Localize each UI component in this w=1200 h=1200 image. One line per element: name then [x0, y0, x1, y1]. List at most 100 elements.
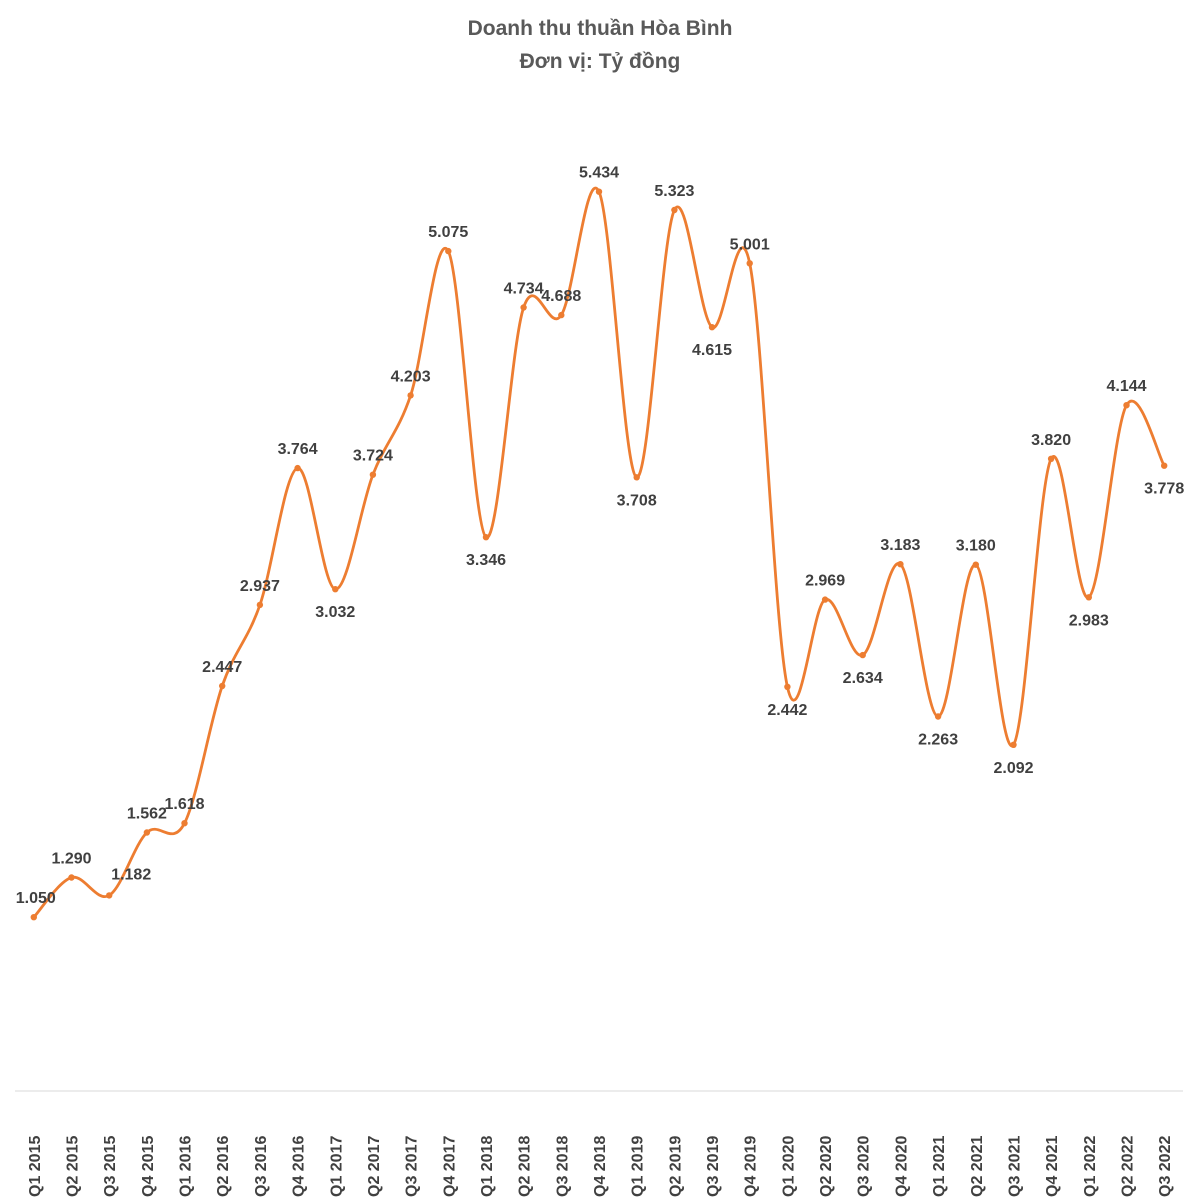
data-point	[558, 311, 565, 319]
data-point	[407, 392, 414, 399]
data-label: 2.634	[843, 670, 883, 687]
x-tick-label: Q4 2019	[743, 1136, 760, 1197]
data-label: 4.734	[504, 281, 544, 298]
data-label: 1.182	[111, 866, 151, 883]
data-label: 1.618	[164, 796, 204, 813]
x-tick-label: Q1 2021	[931, 1136, 948, 1197]
data-label: 3.778	[1144, 481, 1184, 498]
data-point	[68, 874, 75, 881]
data-label: 1.562	[127, 806, 167, 823]
data-label: 5.323	[654, 183, 694, 200]
data-point	[595, 188, 603, 195]
data-point	[219, 682, 226, 690]
data-point	[294, 464, 301, 472]
data-point	[445, 247, 452, 255]
data-label: 2.442	[767, 702, 807, 719]
x-tick-label: Q2 2016	[215, 1136, 232, 1197]
data-label: 2.092	[993, 760, 1033, 777]
data-point	[859, 651, 866, 659]
data-point	[897, 561, 904, 568]
data-point	[482, 534, 490, 541]
x-tick-label: Q1 2016	[178, 1136, 195, 1197]
data-point	[1085, 594, 1093, 601]
x-tick-label: Q4 2015	[140, 1136, 157, 1197]
data-point	[143, 829, 151, 836]
data-label: 1.050	[16, 890, 56, 907]
data-point	[1047, 455, 1055, 462]
data-point	[821, 596, 829, 603]
x-tick-label: Q2 2022	[1120, 1136, 1137, 1197]
data-label: 2.263	[918, 732, 958, 749]
data-label: 3.180	[956, 538, 996, 555]
x-tick-label: Q3 2015	[102, 1136, 119, 1197]
marker-layer	[30, 188, 1168, 921]
data-label: 4.203	[391, 368, 431, 385]
x-tick-layer: Q1 2015 Q2 2015 Q3 2015 Q4 2015 Q1 2016 Q2 20…	[27, 1136, 1174, 1197]
data-label: 5.434	[579, 165, 619, 182]
x-tick-label: Q2 2017	[366, 1136, 383, 1197]
data-point	[106, 892, 113, 899]
data-point	[1161, 462, 1168, 469]
data-point	[633, 474, 640, 481]
data-label: 3.346	[466, 552, 506, 569]
chart-subtitle: Đơn vị: Tỷ đồng	[520, 50, 681, 73]
data-label: 4.688	[541, 288, 581, 305]
x-tick-label: Q3 2020	[856, 1136, 873, 1197]
data-point	[256, 601, 264, 609]
data-point	[332, 586, 339, 593]
data-label: 2.983	[1069, 612, 1109, 629]
series-line	[32, 186, 1166, 919]
x-tick-label: Q1 2022	[1082, 1136, 1099, 1197]
data-label: 2.937	[240, 578, 280, 595]
x-tick-label: Q1 2020	[780, 1136, 797, 1197]
data-label: 4.144	[1106, 378, 1146, 395]
data-label: 4.615	[692, 342, 732, 359]
x-tick-label: Q4 2020	[893, 1136, 910, 1197]
x-tick-label: Q3 2018	[554, 1136, 571, 1197]
x-tick-label: Q3 2019	[705, 1136, 722, 1197]
data-label: 3.032	[315, 604, 355, 621]
x-tick-label: Q1 2019	[630, 1136, 647, 1197]
chart-title: Doanh thu thuần Hòa Bình	[468, 17, 733, 40]
data-point	[520, 304, 527, 311]
data-point	[1010, 741, 1017, 748]
data-point	[1123, 402, 1130, 409]
x-tick-label: Q2 2015	[65, 1136, 82, 1197]
x-tick-label: Q3 2022	[1157, 1136, 1174, 1197]
data-point	[671, 206, 678, 214]
x-tick-label: Q1 2018	[479, 1136, 496, 1197]
data-label: 1.290	[51, 851, 91, 868]
data-point	[934, 713, 942, 720]
data-point	[708, 324, 716, 331]
x-tick-label: Q2 2020	[818, 1136, 835, 1197]
x-tick-label: Q3 2021	[1007, 1136, 1024, 1197]
x-tick-label: Q4 2021	[1044, 1136, 1061, 1197]
x-tick-label: Q3 2017	[404, 1136, 421, 1197]
data-label: 2.447	[202, 659, 242, 676]
data-label: 5.075	[428, 224, 468, 241]
data-label: 5.001	[730, 236, 770, 253]
x-tick-label: Q1 2017	[328, 1136, 345, 1197]
data-label: 3.820	[1031, 432, 1071, 449]
data-label: 2.969	[805, 573, 845, 590]
x-tick-label: Q1 2015	[27, 1136, 44, 1197]
x-tick-label: Q2 2018	[517, 1136, 534, 1197]
data-point	[30, 914, 37, 921]
x-tick-label: Q2 2021	[969, 1136, 986, 1197]
data-point	[369, 471, 377, 478]
data-label: 3.183	[880, 537, 920, 554]
x-tick-label: Q2 2019	[667, 1136, 684, 1197]
x-tick-label: Q4 2016	[291, 1136, 308, 1197]
data-point	[746, 260, 753, 267]
series-layer	[32, 186, 1166, 919]
data-label: 3.708	[617, 492, 657, 509]
data-point	[784, 683, 791, 690]
data-point	[972, 561, 979, 568]
x-tick-label: Q3 2016	[253, 1136, 270, 1197]
data-label: 3.724	[353, 448, 393, 465]
data-point	[181, 820, 188, 827]
x-tick-label: Q4 2018	[592, 1136, 609, 1197]
